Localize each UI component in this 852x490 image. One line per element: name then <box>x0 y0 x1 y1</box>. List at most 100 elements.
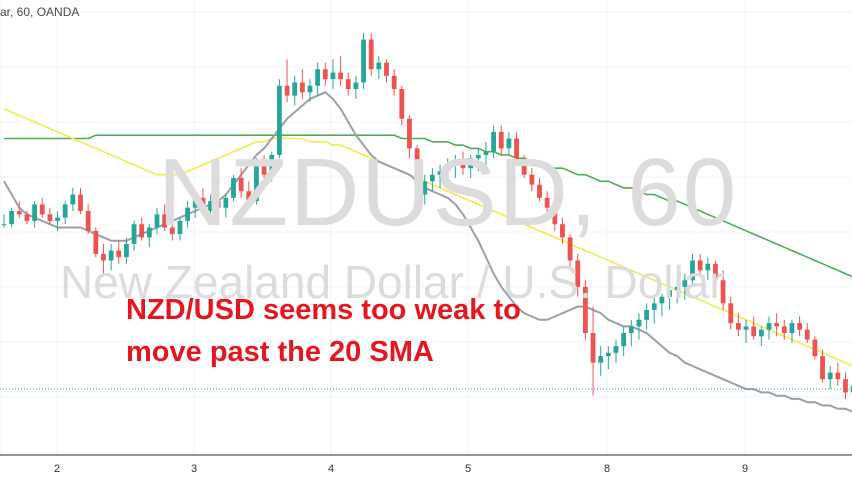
candle-down <box>407 115 412 159</box>
candle-up <box>62 201 68 225</box>
candle-body <box>307 85 313 93</box>
candle-up <box>292 75 298 106</box>
candle-up <box>192 194 198 218</box>
candle-up <box>231 174 236 202</box>
candle-body <box>108 250 114 261</box>
candle-up <box>353 75 359 99</box>
candle-body <box>139 224 145 238</box>
candle-body <box>384 62 389 76</box>
candle-body <box>583 286 588 334</box>
candle-body <box>368 39 374 70</box>
candle-body <box>659 296 665 304</box>
candle-body <box>315 69 321 86</box>
candle-body <box>361 39 366 83</box>
candle-body <box>460 161 466 169</box>
candle-body <box>85 211 91 231</box>
candle-down <box>498 125 504 155</box>
candle-up <box>32 201 37 228</box>
annotation-line-2: move past the 20 SMA <box>126 336 434 368</box>
candle-body <box>39 204 45 215</box>
candle-up <box>705 257 711 281</box>
candle-up <box>154 207 160 235</box>
candle-up <box>605 346 611 370</box>
candle-up <box>445 158 451 182</box>
candle-down <box>567 234 573 268</box>
candle-body <box>353 82 359 90</box>
candle-body <box>843 379 848 393</box>
candle-up <box>146 224 152 248</box>
candle-down <box>391 69 397 96</box>
candle-up <box>430 168 435 192</box>
candle-up <box>682 273 688 301</box>
candle-body <box>299 82 305 93</box>
candle-body <box>758 329 764 337</box>
candle-up <box>667 286 672 310</box>
candle-down <box>93 227 99 258</box>
candle-body <box>774 323 780 327</box>
candle-body <box>231 178 236 198</box>
candle-body <box>544 197 550 208</box>
candle-down <box>368 32 374 76</box>
candle-down <box>246 181 252 208</box>
chart-header: ar, 60, OANDA <box>0 5 80 19</box>
candle-body <box>720 280 726 304</box>
candle-body <box>827 372 833 380</box>
candle-down <box>169 220 175 241</box>
candle-body <box>246 191 252 202</box>
candle-body <box>345 79 351 90</box>
candle-down <box>284 59 290 103</box>
x-tick-label: 4 <box>328 463 334 475</box>
candle-up <box>789 319 795 343</box>
candle-up <box>621 326 627 357</box>
candle-body <box>185 207 190 221</box>
candle-down <box>835 362 841 386</box>
candle-body <box>713 263 718 281</box>
candle-up <box>254 158 259 205</box>
candle-body <box>605 352 611 357</box>
candle-down <box>261 154 267 182</box>
candles <box>1 32 852 399</box>
candle-up <box>452 154 458 179</box>
candle-up <box>628 319 634 347</box>
candle-down <box>720 270 726 310</box>
candle-up <box>651 296 657 324</box>
candle-down <box>116 240 122 264</box>
candle-up <box>690 253 695 287</box>
candle-body <box>269 154 275 175</box>
candle-body <box>468 158 474 169</box>
candle-up <box>277 79 282 159</box>
candle-down <box>162 204 168 231</box>
candle-down <box>460 151 466 175</box>
candle-body <box>613 346 619 353</box>
candle-up <box>9 207 15 228</box>
candle-up <box>330 59 336 90</box>
x-tick-label: 3 <box>191 463 197 475</box>
candle-down <box>697 253 703 277</box>
candle-up <box>1 214 7 228</box>
candle-body <box>743 326 749 330</box>
candle-body <box>636 319 642 327</box>
candle-body <box>529 174 535 185</box>
x-tick-label: 2 <box>54 463 60 475</box>
candle-body <box>728 303 734 324</box>
candle-body <box>430 174 435 182</box>
candle-body <box>254 164 259 202</box>
candle-body <box>399 89 405 119</box>
candle-up <box>223 194 229 218</box>
candle-body <box>621 333 627 347</box>
candle-down <box>139 217 145 241</box>
candle-up <box>269 151 275 182</box>
candle-down <box>560 217 565 244</box>
candle-down <box>338 56 343 86</box>
candle-up <box>850 385 852 393</box>
candle-body <box>514 138 519 159</box>
candle-down <box>843 372 848 399</box>
candle-body <box>590 333 596 363</box>
candle-body <box>628 326 634 334</box>
candle-down <box>39 197 45 218</box>
candle-down <box>804 323 810 343</box>
candle-down <box>215 197 221 215</box>
candle-up <box>483 141 489 169</box>
candle-up <box>598 346 604 376</box>
